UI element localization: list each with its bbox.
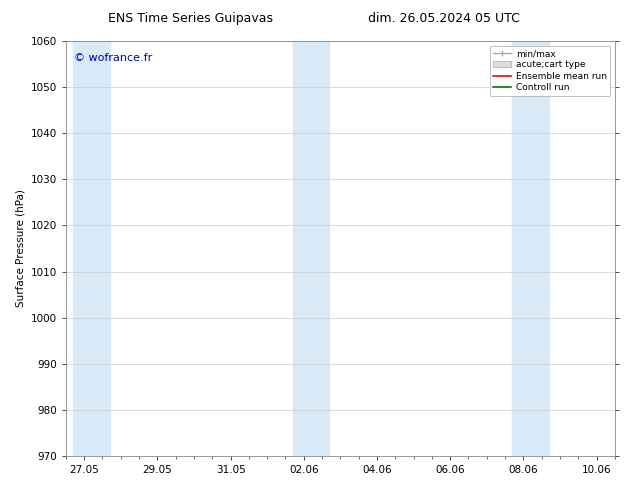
Bar [293, 41, 329, 456]
Text: © wofrance.fr: © wofrance.fr [74, 53, 152, 64]
Bar [512, 41, 549, 456]
Y-axis label: Surface Pressure (hPa): Surface Pressure (hPa) [15, 190, 25, 307]
Text: ENS Time Series Guipavas: ENS Time Series Guipavas [108, 12, 273, 25]
Legend: min/max, acute;cart type, Ensemble mean run, Controll run: min/max, acute;cart type, Ensemble mean … [489, 46, 611, 96]
Bar [73, 41, 110, 456]
Text: dim. 26.05.2024 05 UTC: dim. 26.05.2024 05 UTC [368, 12, 520, 25]
